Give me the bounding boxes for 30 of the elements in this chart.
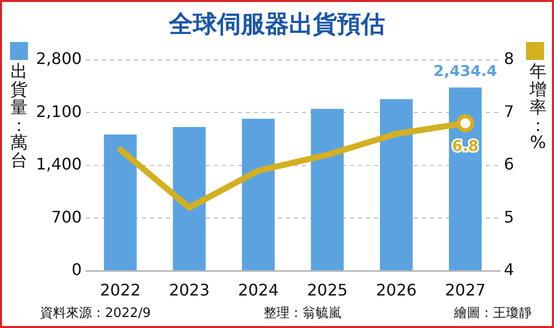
bar (380, 99, 413, 270)
y-tick-label: 700 (51, 207, 82, 226)
y-tick-label: 1,400 (36, 154, 82, 174)
x-tick-label: 2023 (168, 280, 210, 300)
data-label: 6.8 (452, 137, 479, 156)
bar (242, 118, 275, 270)
chart-title: 全球伺服器出貨預估 (168, 9, 386, 40)
source-note: 資料來源：2022/9 (40, 305, 151, 322)
text: 繪圖：王瓊靜 (454, 305, 532, 322)
x-tick-label: 2027 (444, 280, 486, 300)
y2-axis-title: 年增率：% (528, 62, 548, 154)
x-tick-label: 2026 (376, 280, 417, 300)
y2-tick-label: 4 (504, 260, 514, 279)
text: 整理：翁毓嵐 (263, 305, 342, 322)
y-tick-label: 2,100 (36, 102, 82, 121)
data-label: 2,434.4 (434, 62, 498, 80)
y2-tick-label: 5 (504, 207, 514, 226)
y2-tick-label: 8 (504, 49, 514, 68)
x-tick-label: 2022 (100, 280, 141, 300)
bar (104, 134, 137, 270)
y-tick-label: 0 (72, 260, 82, 279)
x-tick-label: 2025 (306, 280, 348, 300)
bar (448, 88, 482, 270)
y-axis-title: 出貨量：萬台 (10, 62, 28, 172)
bar (310, 108, 344, 270)
x-tick-label: 2024 (238, 280, 279, 300)
y2-tick-label: 6 (504, 154, 514, 174)
y-tick-label: 2,800 (36, 49, 82, 68)
bar (172, 127, 206, 270)
y2-tick-label: 7 (504, 102, 514, 121)
